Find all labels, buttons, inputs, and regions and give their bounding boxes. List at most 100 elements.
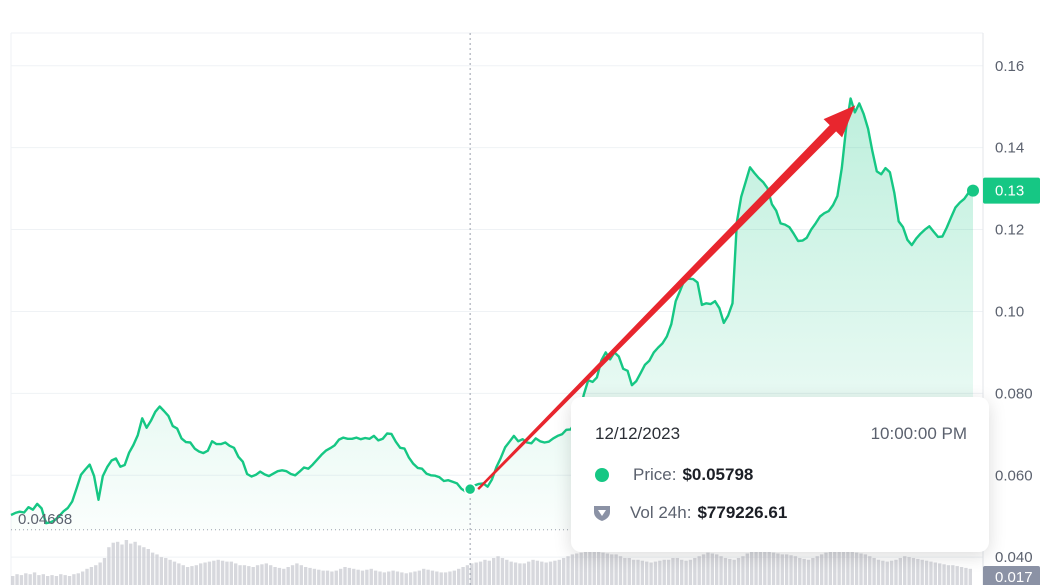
volume-bar: [483, 559, 487, 585]
markers: 0.04668: [11, 33, 983, 585]
volume-bar: [636, 559, 640, 585]
min-value-label: 0.04668: [18, 511, 72, 528]
volume-bar: [268, 565, 273, 585]
volume-bar: [15, 574, 19, 585]
volume-bar: [732, 559, 736, 585]
volume-bar: [94, 565, 98, 585]
volume-bar: [898, 558, 903, 585]
volume-bar: [662, 559, 666, 585]
volume-bar: [798, 558, 802, 585]
volume-bar: [159, 557, 164, 585]
volume-bar: [570, 554, 575, 585]
volume-bar: [588, 549, 592, 585]
volume-bar: [41, 574, 45, 585]
volume-bar: [435, 571, 439, 585]
volume-bar: [273, 567, 277, 585]
volume-bar: [422, 568, 426, 585]
volume-bar: [155, 554, 159, 585]
volume-bar: [229, 561, 234, 585]
volume-bar: [76, 573, 80, 585]
volume-bar: [255, 565, 260, 585]
volume-bar: [347, 567, 352, 585]
volume-bar: [338, 568, 343, 585]
volume-bar: [675, 558, 680, 585]
volume-bar: [24, 573, 28, 585]
hover-tooltip: 12/12/2023 10:00:00 PM Price: $0.05798 V…: [571, 397, 989, 552]
price-line: [10, 97, 974, 525]
volume-bar: [763, 549, 767, 585]
volume-bar: [872, 558, 876, 585]
y-tick-label: 0.16: [995, 58, 1024, 75]
volume-bar: [50, 575, 54, 585]
volume-bar: [11, 576, 15, 585]
volume-bar: [540, 561, 544, 585]
volume-bar: [579, 552, 583, 585]
volume-bar: [32, 572, 37, 585]
volume-bar: [736, 558, 741, 585]
volume-bar: [299, 565, 303, 585]
volume-bar: [688, 559, 693, 585]
volume-bar: [889, 560, 894, 585]
volume-bar: [54, 576, 59, 585]
volume-bar: [911, 558, 916, 585]
volume-bar: [203, 562, 207, 585]
volume-bar: [85, 568, 89, 585]
volume-bar: [719, 556, 723, 585]
volume-bar: [150, 552, 155, 585]
volume-bar: [728, 558, 732, 585]
volume-bar: [881, 560, 885, 585]
volume-bar: [653, 561, 658, 585]
volume-bar: [260, 564, 264, 585]
shield-icon: [594, 506, 610, 521]
volume-bar: [627, 558, 631, 585]
volume-bar: [828, 550, 833, 585]
volume-bar: [282, 568, 286, 585]
volume-bar: [111, 542, 115, 585]
volume-bar: [767, 550, 771, 585]
y-tick-label: 0.12: [995, 222, 1024, 239]
volume-bar: [509, 561, 513, 585]
y-tick-label: 0.040: [995, 549, 1033, 566]
volume-bar: [684, 560, 688, 585]
volume-bar: [903, 556, 907, 585]
volume-bar: [28, 574, 32, 585]
y-tick-label: 0.060: [995, 467, 1033, 484]
volume-bar: [780, 554, 784, 585]
volume-bar: [596, 550, 601, 585]
volume-bar: [325, 570, 330, 585]
volume-bar: [518, 563, 522, 585]
volume-bar: [697, 556, 701, 585]
volume-bar: [290, 565, 295, 585]
volume-bar: [457, 568, 461, 585]
volume-bar: [413, 571, 417, 585]
volume-bar: [360, 570, 365, 585]
volume-bar: [63, 575, 67, 585]
volume-bar: [815, 556, 819, 585]
volume-bar: [391, 570, 395, 585]
volume-bar: [924, 560, 929, 585]
volume-bar: [793, 556, 798, 585]
volume-bar: [487, 560, 491, 585]
volume-bar: [225, 561, 229, 585]
volume-bar: [264, 563, 268, 585]
tooltip-volume-value: $779226.61: [697, 503, 788, 522]
volume-bar: [623, 558, 627, 585]
volume-bar: [649, 562, 653, 585]
volume-bar: [352, 568, 356, 585]
volume-bar: [658, 560, 662, 585]
volume-bar: [133, 541, 137, 585]
volume-bar: [789, 555, 793, 585]
volume-bar: [234, 563, 238, 585]
volume-bar: [964, 567, 968, 585]
volume-bar: [645, 561, 649, 585]
volume-bar: [666, 559, 671, 585]
volume-bar: [172, 561, 177, 585]
volume-bar: [701, 554, 706, 585]
volume-bar: [115, 541, 120, 585]
volume-bar: [164, 558, 168, 585]
volume-bar: [199, 563, 203, 585]
volume-bar: [212, 560, 216, 585]
volume-bar: [408, 572, 413, 585]
volume-bar: [754, 549, 758, 585]
tooltip-volume-row: Vol 24h: $779226.61: [594, 503, 788, 523]
